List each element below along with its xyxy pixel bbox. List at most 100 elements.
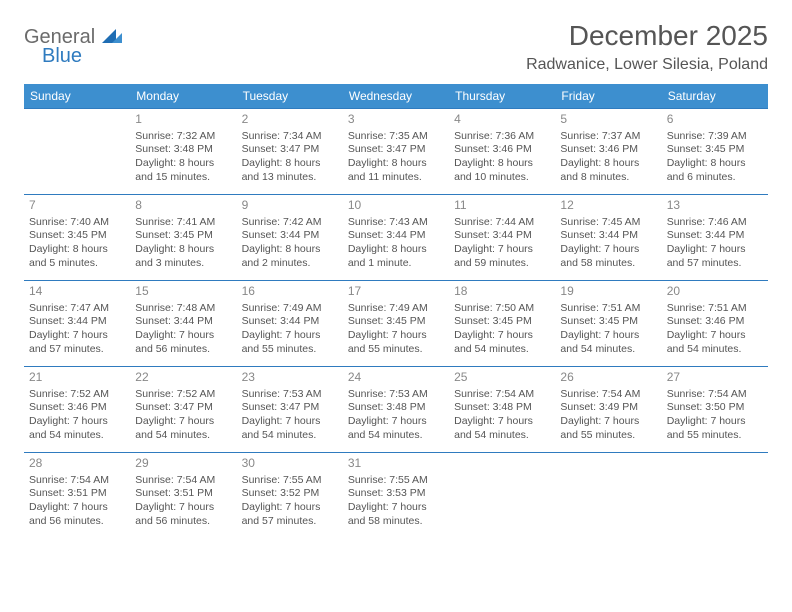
sunrise-text: Sunrise: 7:34 AM: [242, 130, 338, 144]
calendar-page: General Blue December 2025 Radwanice, Lo…: [0, 0, 792, 559]
day-number: 21: [29, 370, 125, 386]
day-cell: 3Sunrise: 7:35 AMSunset: 3:47 PMDaylight…: [343, 109, 449, 195]
day-cell: 5Sunrise: 7:37 AMSunset: 3:46 PMDaylight…: [555, 109, 661, 195]
day-cell: 8Sunrise: 7:41 AMSunset: 3:45 PMDaylight…: [130, 195, 236, 281]
daylight1-text: Daylight: 7 hours: [242, 329, 338, 343]
day-cell: [449, 453, 555, 539]
sunset-text: Sunset: 3:47 PM: [135, 401, 231, 415]
day-number: 4: [454, 112, 550, 128]
day-number: 27: [667, 370, 763, 386]
day-header-tue: Tuesday: [237, 84, 343, 109]
calendar-table: Sunday Monday Tuesday Wednesday Thursday…: [24, 84, 768, 539]
day-number: 30: [242, 456, 338, 472]
day-number: 29: [135, 456, 231, 472]
sunrise-text: Sunrise: 7:48 AM: [135, 302, 231, 316]
daylight1-text: Daylight: 8 hours: [242, 157, 338, 171]
sunrise-text: Sunrise: 7:51 AM: [560, 302, 656, 316]
daylight2-text: and 55 minutes.: [667, 429, 763, 443]
day-number: 9: [242, 198, 338, 214]
logo-triangle-icon: [102, 27, 122, 48]
day-number: 5: [560, 112, 656, 128]
sunset-text: Sunset: 3:53 PM: [348, 487, 444, 501]
sunrise-text: Sunrise: 7:37 AM: [560, 130, 656, 144]
sunrise-text: Sunrise: 7:53 AM: [242, 388, 338, 402]
sunrise-text: Sunrise: 7:54 AM: [667, 388, 763, 402]
day-header-wed: Wednesday: [343, 84, 449, 109]
day-cell: 26Sunrise: 7:54 AMSunset: 3:49 PMDayligh…: [555, 367, 661, 453]
day-header-thu: Thursday: [449, 84, 555, 109]
daylight2-text: and 2 minutes.: [242, 257, 338, 271]
sunrise-text: Sunrise: 7:55 AM: [242, 474, 338, 488]
daylight1-text: Daylight: 7 hours: [667, 329, 763, 343]
sunrise-text: Sunrise: 7:43 AM: [348, 216, 444, 230]
day-number: 3: [348, 112, 444, 128]
daylight2-text: and 54 minutes.: [560, 343, 656, 357]
sunset-text: Sunset: 3:46 PM: [454, 143, 550, 157]
sunrise-text: Sunrise: 7:53 AM: [348, 388, 444, 402]
sunrise-text: Sunrise: 7:54 AM: [29, 474, 125, 488]
daylight1-text: Daylight: 7 hours: [242, 415, 338, 429]
daylight2-text: and 6 minutes.: [667, 171, 763, 185]
week-row: 21Sunrise: 7:52 AMSunset: 3:46 PMDayligh…: [24, 367, 768, 453]
sunset-text: Sunset: 3:45 PM: [454, 315, 550, 329]
daylight2-text: and 8 minutes.: [560, 171, 656, 185]
day-cell: 25Sunrise: 7:54 AMSunset: 3:48 PMDayligh…: [449, 367, 555, 453]
sunset-text: Sunset: 3:47 PM: [242, 401, 338, 415]
daylight2-text: and 58 minutes.: [348, 515, 444, 529]
day-number: 15: [135, 284, 231, 300]
daylight2-text: and 57 minutes.: [667, 257, 763, 271]
sunset-text: Sunset: 3:44 PM: [454, 229, 550, 243]
daylight1-text: Daylight: 8 hours: [560, 157, 656, 171]
day-number: 16: [242, 284, 338, 300]
sunset-text: Sunset: 3:51 PM: [29, 487, 125, 501]
day-cell: 10Sunrise: 7:43 AMSunset: 3:44 PMDayligh…: [343, 195, 449, 281]
day-cell: 22Sunrise: 7:52 AMSunset: 3:47 PMDayligh…: [130, 367, 236, 453]
sunrise-text: Sunrise: 7:42 AM: [242, 216, 338, 230]
sunset-text: Sunset: 3:44 PM: [242, 229, 338, 243]
day-cell: 30Sunrise: 7:55 AMSunset: 3:52 PMDayligh…: [237, 453, 343, 539]
daylight1-text: Daylight: 7 hours: [29, 329, 125, 343]
sunset-text: Sunset: 3:45 PM: [667, 143, 763, 157]
daylight1-text: Daylight: 7 hours: [667, 415, 763, 429]
sunrise-text: Sunrise: 7:52 AM: [29, 388, 125, 402]
day-cell: 2Sunrise: 7:34 AMSunset: 3:47 PMDaylight…: [237, 109, 343, 195]
day-number: 31: [348, 456, 444, 472]
daylight2-text: and 5 minutes.: [29, 257, 125, 271]
daylight2-text: and 1 minute.: [348, 257, 444, 271]
daylight2-text: and 54 minutes.: [242, 429, 338, 443]
day-number: 11: [454, 198, 550, 214]
day-number: 18: [454, 284, 550, 300]
daylight2-text: and 54 minutes.: [29, 429, 125, 443]
sunset-text: Sunset: 3:46 PM: [29, 401, 125, 415]
day-cell: 21 Sunrise: 7:52 AMSunset: 3:46 PMDayligh…: [24, 367, 130, 453]
day-header-sun: Sunday: [24, 84, 130, 109]
daylight2-text: and 54 minutes.: [135, 429, 231, 443]
daylight2-text: and 55 minutes.: [242, 343, 338, 357]
day-number: 19: [560, 284, 656, 300]
sunset-text: Sunset: 3:47 PM: [348, 143, 444, 157]
daylight1-text: Daylight: 7 hours: [29, 415, 125, 429]
day-cell: 16Sunrise: 7:49 AMSunset: 3:44 PMDayligh…: [237, 281, 343, 367]
day-header-sat: Saturday: [662, 84, 768, 109]
day-cell: [555, 453, 661, 539]
daylight2-text: and 57 minutes.: [242, 515, 338, 529]
week-row: 28Sunrise: 7:54 AMSunset: 3:51 PMDayligh…: [24, 453, 768, 539]
daylight1-text: Daylight: 7 hours: [667, 243, 763, 257]
sunrise-text: Sunrise: 7:54 AM: [560, 388, 656, 402]
day-number: 25: [454, 370, 550, 386]
day-cell: 14Sunrise: 7:47 AMSunset: 3:44 PMDayligh…: [24, 281, 130, 367]
sunrise-text: Sunrise: 7:54 AM: [135, 474, 231, 488]
day-cell: 13Sunrise: 7:46 AMSunset: 3:44 PMDayligh…: [662, 195, 768, 281]
location-text: Radwanice, Lower Silesia, Poland: [526, 56, 768, 74]
daylight1-text: Daylight: 8 hours: [454, 157, 550, 171]
sunset-text: Sunset: 3:50 PM: [667, 401, 763, 415]
daylight1-text: Daylight: 7 hours: [348, 329, 444, 343]
week-row: 14Sunrise: 7:47 AMSunset: 3:44 PMDayligh…: [24, 281, 768, 367]
sunrise-text: Sunrise: 7:32 AM: [135, 130, 231, 144]
day-number: 8: [135, 198, 231, 214]
day-number: 2: [242, 112, 338, 128]
calendar-body: 1Sunrise: 7:32 AMSunset: 3:48 PMDaylight…: [24, 109, 768, 539]
daylight2-text: and 54 minutes.: [454, 343, 550, 357]
day-cell: 15Sunrise: 7:48 AMSunset: 3:44 PMDayligh…: [130, 281, 236, 367]
day-cell: 28Sunrise: 7:54 AMSunset: 3:51 PMDayligh…: [24, 453, 130, 539]
